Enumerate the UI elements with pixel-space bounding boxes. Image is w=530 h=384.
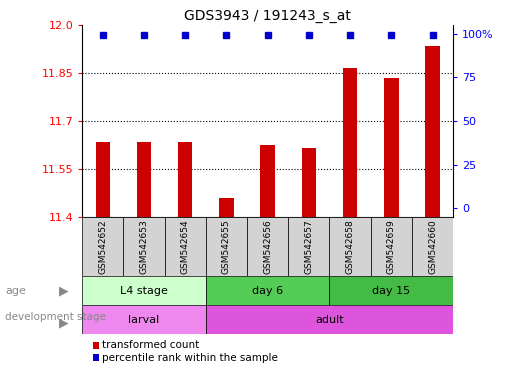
- Bar: [82, 217, 123, 276]
- Bar: [384, 78, 399, 217]
- Text: GSM542656: GSM542656: [263, 219, 272, 274]
- Bar: [302, 148, 316, 217]
- Text: GSM542652: GSM542652: [98, 219, 107, 274]
- Bar: [260, 145, 275, 217]
- Bar: [330, 217, 370, 276]
- Text: percentile rank within the sample: percentile rank within the sample: [102, 353, 278, 362]
- Bar: [425, 46, 440, 217]
- Bar: [82, 276, 206, 305]
- Text: GSM542658: GSM542658: [346, 219, 355, 274]
- Text: age: age: [5, 286, 26, 296]
- Bar: [123, 217, 165, 276]
- Bar: [206, 305, 453, 334]
- Title: GDS3943 / 191243_s_at: GDS3943 / 191243_s_at: [184, 8, 351, 23]
- Text: GSM542655: GSM542655: [222, 219, 231, 274]
- Bar: [288, 217, 330, 276]
- Bar: [82, 305, 206, 334]
- Text: development stage: development stage: [5, 312, 107, 322]
- Text: GSM542659: GSM542659: [387, 219, 396, 274]
- Bar: [137, 142, 151, 217]
- Text: GSM542654: GSM542654: [181, 219, 190, 274]
- Text: GSM542653: GSM542653: [139, 219, 148, 274]
- Text: ▶: ▶: [59, 285, 68, 297]
- Text: GSM542657: GSM542657: [304, 219, 313, 274]
- Bar: [206, 276, 330, 305]
- Text: transformed count: transformed count: [102, 340, 199, 350]
- Text: larval: larval: [128, 314, 160, 325]
- Text: GSM542660: GSM542660: [428, 219, 437, 274]
- Text: day 6: day 6: [252, 286, 283, 296]
- Bar: [330, 276, 453, 305]
- Bar: [370, 217, 412, 276]
- Bar: [165, 217, 206, 276]
- Text: L4 stage: L4 stage: [120, 286, 168, 296]
- Text: day 15: day 15: [372, 286, 410, 296]
- Text: ▶: ▶: [59, 316, 68, 329]
- Bar: [206, 217, 247, 276]
- Bar: [219, 198, 234, 217]
- Bar: [178, 142, 192, 217]
- Bar: [247, 217, 288, 276]
- Bar: [95, 142, 110, 217]
- Bar: [412, 217, 453, 276]
- Bar: [343, 68, 357, 217]
- Text: adult: adult: [315, 314, 344, 325]
